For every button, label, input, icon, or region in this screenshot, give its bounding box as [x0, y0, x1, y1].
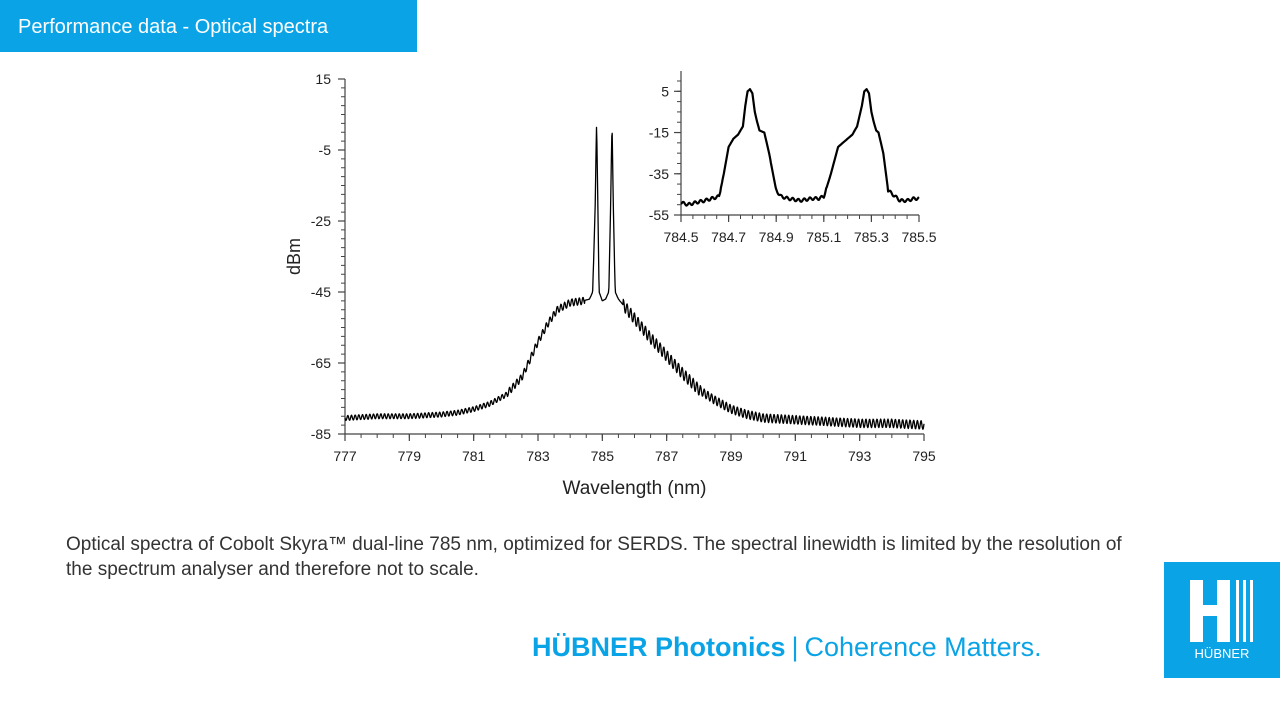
inset-x-tick-label: 784.9	[759, 229, 794, 245]
main-x-tick-label: 783	[526, 448, 550, 464]
inset-x-tick-label: 785.3	[854, 229, 889, 245]
inset-y-tick-label: -55	[649, 207, 669, 223]
main-x-tick-label: 781	[462, 448, 486, 464]
main-y-tick-label: -5	[319, 142, 332, 158]
main-y-tick-label: -45	[311, 284, 331, 300]
logo-h-icon	[1190, 580, 1253, 642]
logo-text: HÜBNER	[1194, 646, 1250, 661]
inset-x-tick-label: 785.5	[901, 229, 936, 245]
main-y-tick-label: -25	[311, 213, 331, 229]
main-trace-line-0	[344, 126, 925, 430]
main-x-tick-label: 787	[655, 448, 679, 464]
main-x-tick-label: 779	[398, 448, 422, 464]
main-y-axis-title: dBm	[284, 238, 304, 275]
company-logo: HÜBNER	[1164, 562, 1280, 678]
main-x-tick-label: 791	[784, 448, 808, 464]
main-y-tick-label: -65	[311, 355, 331, 371]
main-x-axis-title: Wavelength (nm)	[563, 478, 707, 499]
inset-x-tick-label: 785.1	[806, 229, 841, 245]
tagline-separator: |	[791, 632, 799, 662]
footer-tagline: HÜBNER Photonics | Coherence Matters.	[532, 632, 1042, 663]
main-x-tick-label: 795	[912, 448, 936, 464]
brand-name: HÜBNER Photonics	[532, 632, 786, 662]
main-x-tick-label: 777	[333, 448, 357, 464]
inset-x-tick-label: 784.5	[663, 229, 698, 245]
figure-caption: Optical spectra of Cobolt Skyra™ dual-li…	[66, 534, 1122, 580]
slogan: Coherence Matters.	[804, 632, 1042, 662]
main-x-tick-label: 789	[719, 448, 743, 464]
main-y-tick-label: 15	[315, 71, 331, 87]
header-bar: Performance data - Optical spectra	[0, 0, 417, 52]
inset-y-tick-label: -35	[649, 166, 669, 182]
page-title: Performance data - Optical spectra	[18, 16, 329, 38]
main-y-tick-label: -85	[311, 426, 331, 442]
inset-x-tick-label: 784.7	[711, 229, 746, 245]
inset-y-tick-label: -15	[649, 125, 669, 141]
main-x-tick-label: 785	[591, 448, 615, 464]
main-x-tick-label: 793	[848, 448, 872, 464]
inset-trace-line-0	[680, 88, 920, 207]
inset-y-tick-label: 5	[661, 83, 669, 99]
